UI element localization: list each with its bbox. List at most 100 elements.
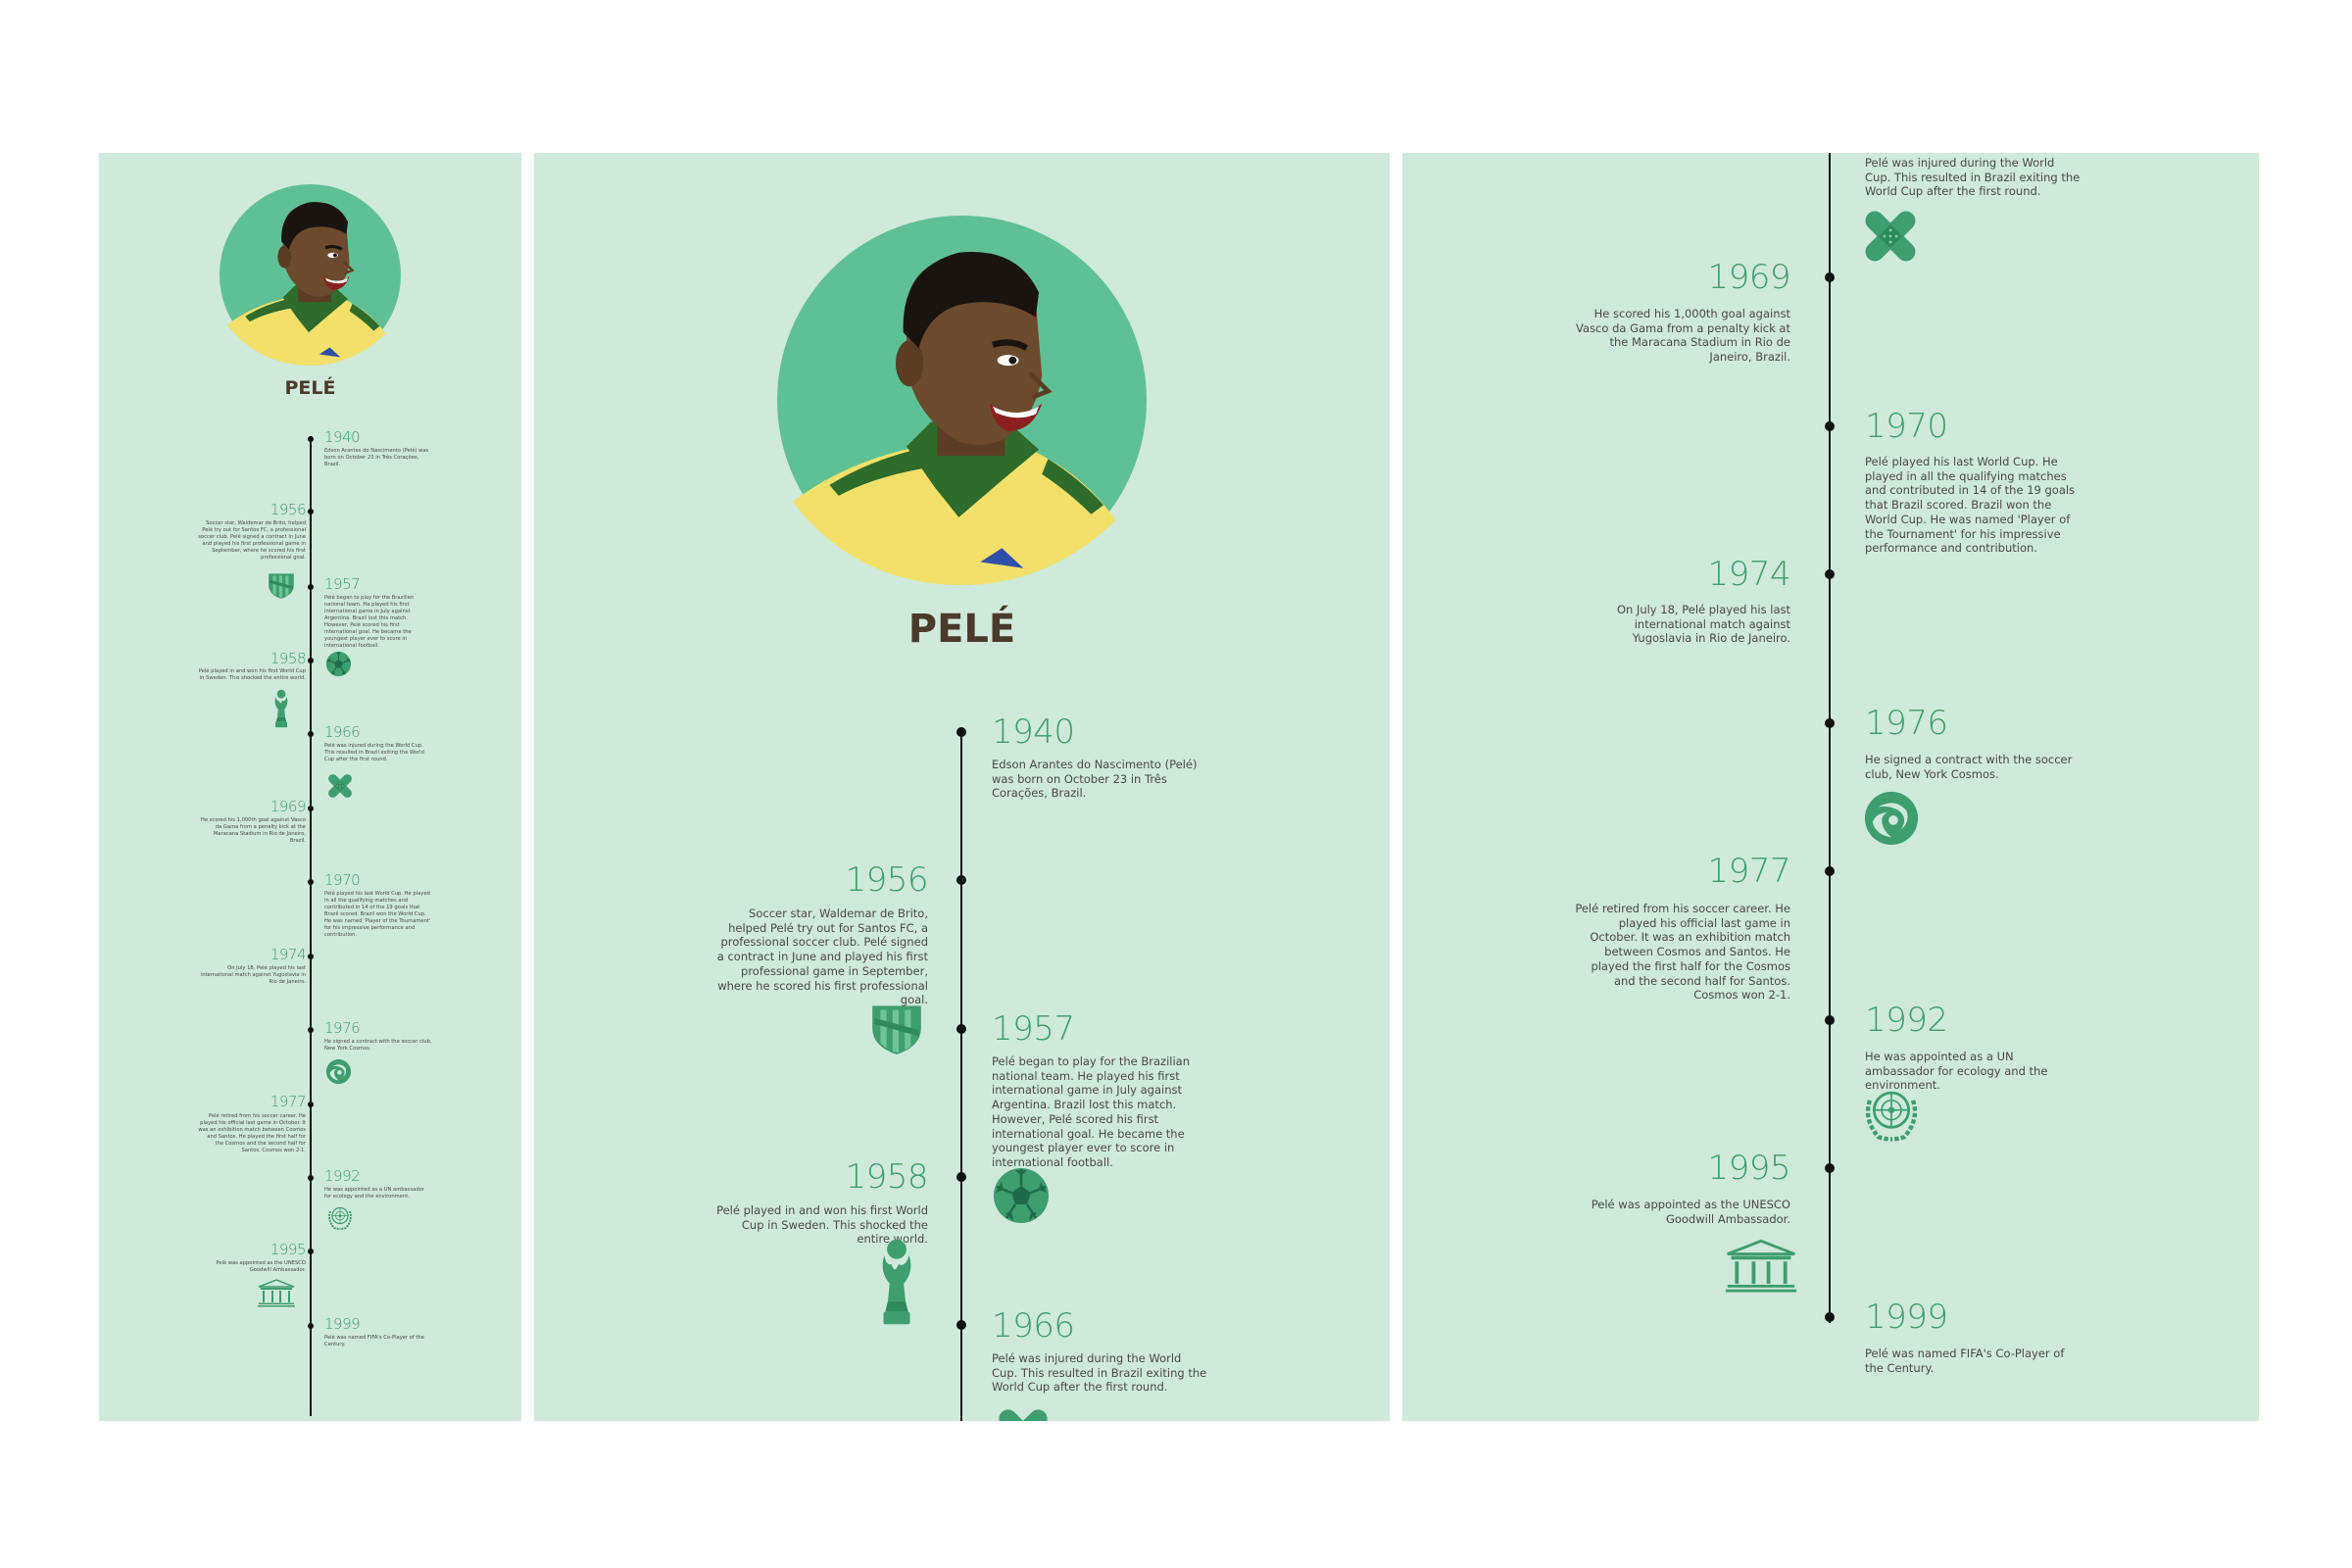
event-year: 1992 bbox=[324, 1167, 361, 1185]
event-text: Edson Arantes do Nascimento (Pelé) was b… bbox=[324, 448, 429, 467]
soccer-ball-icon bbox=[992, 1166, 1051, 1225]
portrait-illustration bbox=[220, 184, 401, 366]
timeline-dot bbox=[1825, 1015, 1835, 1025]
timeline-dot bbox=[308, 436, 314, 442]
event-year: 1970 bbox=[324, 871, 361, 889]
bandage-icon bbox=[993, 1403, 1054, 1421]
event-year: 1958 bbox=[270, 650, 307, 667]
timeline-dot bbox=[308, 584, 314, 590]
event-text: He signed a contract with the soccer clu… bbox=[324, 1039, 432, 1052]
event-year: 1957 bbox=[324, 575, 361, 593]
timeline-dot bbox=[956, 1172, 966, 1182]
event-year: 1974 bbox=[1707, 555, 1790, 594]
timeline-dot bbox=[1825, 272, 1835, 282]
portrait-illustration bbox=[777, 216, 1147, 585]
event-text: Pelé was injured during the World Cup. T… bbox=[1865, 156, 2081, 199]
timeline-dot bbox=[1825, 1312, 1835, 1322]
timeline-line bbox=[310, 436, 312, 1416]
un-emblem-icon bbox=[325, 1202, 355, 1232]
timeline-line bbox=[960, 730, 962, 1421]
event-text: Pelé retired from his soccer career. He … bbox=[198, 1113, 306, 1153]
timeline-dot bbox=[308, 1027, 314, 1033]
event-year: 1966 bbox=[324, 723, 361, 741]
event-year: 1992 bbox=[1865, 1001, 1948, 1040]
unesco-temple-icon bbox=[1724, 1237, 1798, 1294]
timeline-dot bbox=[956, 727, 966, 737]
event-year: 1966 bbox=[992, 1306, 1075, 1346]
event-text: Pelé began to play for the Brazilian nat… bbox=[992, 1054, 1191, 1169]
event-text: Soccer star, Waldemar de Brito, helped P… bbox=[198, 520, 306, 561]
unesco-temple-icon bbox=[257, 1278, 296, 1307]
santos-crest-icon bbox=[866, 996, 927, 1056]
event-year: 1958 bbox=[845, 1157, 928, 1197]
timeline-dot bbox=[308, 1323, 314, 1329]
timeline-panel-top-detail: PELÉ 1940 Edson Arantes do Nascimento (P… bbox=[534, 153, 1390, 1421]
world-cup-trophy-icon bbox=[879, 1238, 914, 1326]
bandage-icon bbox=[1859, 205, 1922, 268]
event-text: He scored his 1,000th goal against Vasco… bbox=[1576, 307, 1790, 365]
event-text: On July 18, Pelé played his last interna… bbox=[1616, 603, 1790, 646]
event-text: Pelé was injured during the World Cup. T… bbox=[324, 743, 424, 762]
event-year: 1977 bbox=[1707, 852, 1790, 891]
event-text: Pelé was appointed as the UNESCO Goodwil… bbox=[1591, 1198, 1790, 1226]
bandage-icon bbox=[325, 771, 355, 801]
event-text: On July 18, Pelé played his last interna… bbox=[200, 965, 306, 985]
timeline-dot bbox=[308, 954, 314, 959]
event-year: 1940 bbox=[992, 712, 1075, 752]
event-year: 1956 bbox=[270, 501, 307, 518]
event-text: He was appointed as a UN ambassador for … bbox=[324, 1187, 424, 1200]
timeline-dot bbox=[308, 1249, 314, 1254]
event-year: 1957 bbox=[992, 1009, 1075, 1049]
event-year: 1969 bbox=[1707, 258, 1790, 297]
event-text: Pelé was named FIFA's Co-Player of the C… bbox=[324, 1335, 424, 1348]
event-text: Soccer star, Waldemar de Brito, helped P… bbox=[716, 906, 928, 1007]
event-text: He was appointed as a UN ambassador for … bbox=[1865, 1050, 2048, 1093]
event-text: Pelé began to play for the Brazilian nat… bbox=[324, 595, 415, 649]
event-text: Pelé played his last World Cup. He playe… bbox=[324, 891, 431, 938]
page-title: PELÉ bbox=[284, 377, 336, 399]
event-year: 1974 bbox=[270, 946, 307, 963]
event-text: Pelé was named FIFA's Co-Player of the C… bbox=[1865, 1347, 2065, 1375]
un-emblem-icon bbox=[1859, 1081, 1924, 1146]
santos-crest-icon bbox=[266, 568, 297, 600]
cosmos-logo-icon bbox=[325, 1058, 352, 1085]
event-year: 1999 bbox=[324, 1315, 361, 1333]
event-year: 1999 bbox=[1865, 1298, 1948, 1337]
event-text: He scored his 1,000th goal against Vasco… bbox=[200, 817, 306, 844]
page-title: PELÉ bbox=[907, 607, 1016, 652]
cosmos-logo-icon bbox=[1863, 790, 1920, 847]
event-year: 1970 bbox=[1865, 407, 1948, 446]
timeline-dot bbox=[308, 731, 314, 737]
timeline-dot bbox=[956, 1024, 966, 1034]
world-cup-trophy-icon bbox=[273, 687, 289, 730]
timeline-dot bbox=[308, 509, 314, 514]
timeline-dot bbox=[1825, 718, 1835, 728]
timeline-dot bbox=[1825, 1163, 1835, 1173]
event-text: Edson Arantes do Nascimento (Pelé) was b… bbox=[992, 758, 1198, 801]
timeline-dot bbox=[956, 875, 966, 885]
timeline-dot bbox=[1825, 421, 1835, 431]
timeline-line bbox=[1829, 153, 1831, 1323]
event-text: He signed a contract with the soccer clu… bbox=[1865, 753, 2073, 781]
timeline-dot bbox=[308, 879, 314, 885]
event-year: 1976 bbox=[324, 1019, 361, 1037]
event-text: Pelé played in and won his first World C… bbox=[198, 668, 306, 681]
timeline-panel-bottom-detail: Pelé was injured during the World Cup. T… bbox=[1402, 153, 2259, 1421]
timeline-dot bbox=[1825, 866, 1835, 876]
event-year: 1940 bbox=[324, 428, 361, 446]
soccer-ball-icon bbox=[325, 651, 352, 677]
timeline-dot bbox=[1825, 569, 1835, 579]
event-year: 1956 bbox=[845, 860, 928, 900]
event-year: 1995 bbox=[1707, 1149, 1790, 1188]
timeline-dot bbox=[308, 658, 314, 663]
timeline-dot bbox=[308, 806, 314, 811]
timeline-dot bbox=[308, 1102, 314, 1107]
timeline-dot bbox=[308, 1175, 314, 1181]
event-text: Pelé was appointed as the UNESCO Goodwil… bbox=[216, 1260, 306, 1273]
event-year: 1995 bbox=[270, 1241, 307, 1258]
event-year: 1976 bbox=[1865, 704, 1948, 743]
timeline-panel-full: PELÉ 1940 Edson Arantes do Nascimento (P… bbox=[99, 153, 521, 1421]
event-text: Pelé retired from his soccer career. He … bbox=[1575, 902, 1790, 1003]
event-text: Pelé played in and won his first World C… bbox=[716, 1203, 928, 1247]
event-year: 1977 bbox=[270, 1093, 307, 1110]
